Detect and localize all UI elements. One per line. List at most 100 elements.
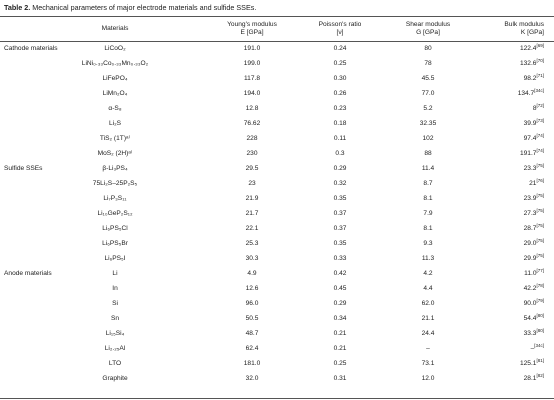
shear-modulus: 11.4 [421,165,435,172]
young-modulus: 25.3 [245,240,259,247]
poisson-ratio: 0.37 [333,225,347,232]
reference: [75] [536,253,544,258]
poisson-ratio: 0.37 [333,210,347,217]
bulk-cell: 11.0[77] [524,268,544,278]
bulk-cell: –[34c] [531,343,544,353]
header-young: Young's modulus [227,21,277,28]
shear-modulus: 11.3 [421,255,435,262]
young-modulus: 4.9 [247,270,257,277]
material: β-Li₃PS₄ [102,165,128,172]
young-modulus: 21.9 [245,195,259,202]
poisson-ratio: 0.34 [333,315,347,322]
bulk-cell: 122.4[69] [519,43,544,53]
bulk-cell: 132.6[70] [520,58,544,68]
poisson-ratio: 0.21 [333,330,347,337]
young-modulus: 117.8 [243,75,261,82]
shear-modulus: 8.7 [423,180,433,187]
bulk-cell: 125.1[81] [519,358,544,368]
bulk-modulus: 90.0 [523,300,537,307]
material: LiFePO₄ [102,75,128,82]
reference: [75] [536,193,544,198]
young-modulus: 228 [246,135,258,142]
reference: [78] [536,283,544,288]
material: LiMn₂O₄ [102,90,128,97]
bulk-modulus: 28.1 [523,375,537,382]
poisson-ratio: 0.25 [333,60,347,67]
bulk-cell: 8[72] [533,103,544,113]
bulk-cell: 39.9[73] [524,118,544,128]
bulk-modulus: 29.0 [523,240,537,247]
young-modulus: 191.0 [243,45,261,52]
bottom-rule [0,398,554,399]
bulk-cell: 29.9[75] [523,253,544,263]
young-modulus: 48.7 [245,330,259,337]
bulk-modulus: 191.7 [519,150,537,157]
bulk-modulus: 98.2 [523,75,537,82]
bulk-modulus: 29.9 [523,255,537,262]
reference: [72] [536,103,544,108]
shear-modulus: 77.0 [421,90,435,97]
bulk-modulus: 27.3 [523,210,537,217]
table-caption: Table 2. Mechanical parameters of major … [4,4,256,12]
bulk-modulus: 134.7 [517,90,535,97]
bulk-modulus: 11.0 [524,270,537,277]
poisson-ratio: 0.29 [333,300,347,307]
bulk-cell: 28.1[82] [523,373,544,383]
material: α-S₈ [108,105,122,112]
poisson-ratio: 0.18 [333,120,347,127]
reference: [79] [536,298,544,303]
material: Li₁₀GeP₂S₁₂ [97,210,133,217]
reference: [75] [536,238,544,243]
shear-modulus: 88 [424,150,432,157]
header-poisson-unit: [ν] [336,29,344,36]
material: Li₆PS₅Br [102,240,128,247]
bulk-cell: 134.7[34c] [517,88,544,98]
reference: [75] [536,208,544,213]
poisson-ratio: 0.29 [333,165,347,172]
shear-modulus: 32.35 [419,120,437,127]
poisson-ratio: 0.21 [333,345,347,352]
reference: [34c] [534,88,544,93]
material: Li₁₅Si₄ [105,330,125,337]
material: Si [112,300,118,307]
young-modulus: 21.7 [245,210,259,217]
bulk-modulus: 42.2 [523,285,537,292]
shear-modulus: 8.1 [423,225,433,232]
reference: [80] [536,328,544,333]
material: Sn [110,315,120,322]
poisson-ratio: 0.30 [333,75,347,82]
bulk-modulus: 28.7 [523,225,537,232]
material: Li [112,270,118,277]
young-modulus: 12.6 [245,285,259,292]
bulk-cell: 29.0[75] [523,238,544,248]
bulk-cell: 42.2[78] [523,283,544,293]
poisson-ratio: 0.31 [333,375,347,382]
poisson-ratio: 0.3 [335,150,345,157]
reference: [73] [536,118,544,123]
reference: [74] [536,133,544,138]
shear-modulus: 73.1 [421,360,435,367]
shear-modulus: 24.4 [421,330,435,337]
bulk-modulus: 122.4 [519,45,537,52]
reference: [77] [536,268,544,273]
bulk-cell: 28.7[75] [523,223,544,233]
young-modulus: 12.8 [245,105,259,112]
shear-modulus: 5.2 [423,105,433,112]
poisson-ratio: 0.42 [333,270,347,277]
bulk-modulus: 23.3 [523,165,537,172]
bulk-cell: 54.4[80] [523,313,544,323]
poisson-ratio: 0.35 [333,195,347,202]
material: Li₇P₃S₁₁ [103,195,127,202]
material: LiNi₀.₃₃Co₀.₃₃Mn₀.₃₃O₂ [81,60,149,67]
shear-modulus: 9.3 [423,240,433,247]
poisson-ratio: 0.25 [333,360,347,367]
bulk-cell: 21[76] [529,178,544,188]
bulk-modulus: 97.4 [523,135,537,142]
bulk-cell: 33.3[80] [524,328,544,338]
reference: [75] [536,163,544,168]
bulk-modulus: 54.4 [523,315,537,322]
header-shear: Shear modulus [405,21,451,28]
bulk-modulus: 125.1 [519,360,537,367]
reference: [81] [536,358,544,363]
